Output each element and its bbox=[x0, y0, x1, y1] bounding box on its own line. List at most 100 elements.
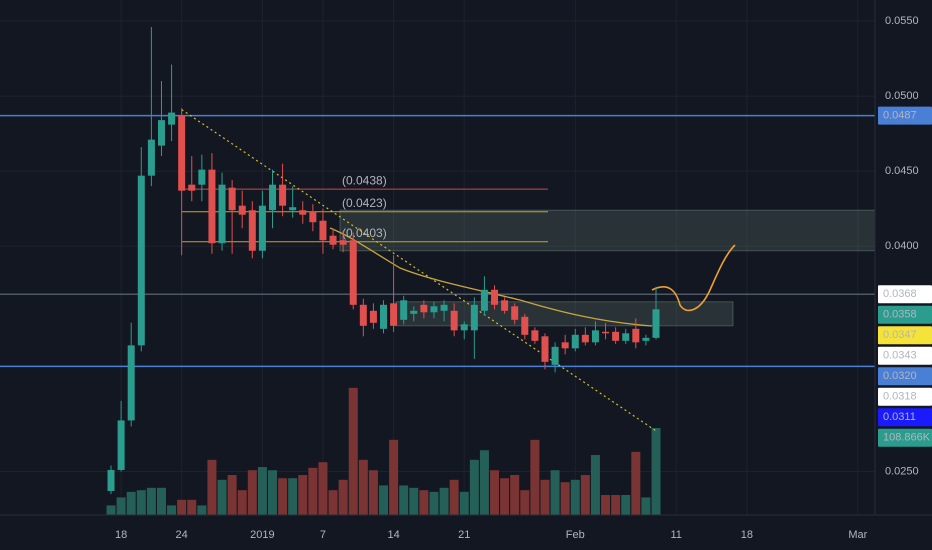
candle-body bbox=[642, 337, 650, 341]
price-tag bbox=[878, 428, 932, 447]
x-tick-label: 21 bbox=[458, 529, 470, 541]
candle-body bbox=[551, 346, 559, 365]
volume-bar bbox=[187, 499, 197, 515]
volume-bar bbox=[207, 459, 217, 515]
volume-bar bbox=[601, 495, 611, 515]
price-tag-label: 0.0487 bbox=[883, 110, 917, 122]
candle-body bbox=[602, 331, 610, 334]
volume-bar bbox=[177, 499, 187, 515]
candle-body bbox=[420, 304, 428, 313]
candle-body bbox=[470, 304, 478, 331]
volume-bar bbox=[358, 459, 368, 515]
volume-bar bbox=[288, 478, 298, 515]
volume-bar bbox=[510, 475, 520, 515]
candle-body bbox=[208, 169, 216, 244]
volume-bar bbox=[530, 439, 540, 515]
candle-body bbox=[339, 240, 347, 245]
candle-body bbox=[198, 169, 206, 185]
candle-body bbox=[319, 220, 327, 241]
volume-bar bbox=[227, 475, 237, 515]
candle-body bbox=[440, 304, 448, 311]
candle-body bbox=[127, 345, 135, 421]
candle-body bbox=[622, 333, 630, 341]
price-tag bbox=[878, 305, 932, 324]
volume-bar bbox=[348, 387, 358, 515]
volume-bar bbox=[621, 495, 631, 515]
volume-bar bbox=[419, 490, 429, 515]
y-tick-label: 0.0550 bbox=[885, 15, 919, 27]
volume-bar bbox=[106, 505, 116, 515]
candle-body bbox=[238, 205, 246, 215]
volume-bar bbox=[328, 490, 338, 515]
volume-bar bbox=[490, 470, 500, 515]
volume-bar bbox=[641, 497, 651, 515]
price-tag-label: 0.0320 bbox=[883, 370, 917, 382]
volume-bar bbox=[540, 479, 550, 515]
volume-bar bbox=[368, 470, 378, 515]
candle-body bbox=[147, 139, 155, 176]
volume-bar bbox=[500, 478, 510, 515]
volume-bar bbox=[429, 491, 439, 515]
candle-body bbox=[380, 304, 388, 329]
volume-bar bbox=[459, 491, 469, 515]
price-tag bbox=[878, 387, 932, 406]
volume-bar bbox=[278, 478, 288, 515]
candle-body bbox=[612, 331, 620, 341]
moving-average bbox=[329, 227, 653, 327]
price-tag-label: 0.0311 bbox=[883, 411, 916, 423]
volume-bar bbox=[439, 487, 449, 515]
candle-body bbox=[349, 240, 357, 305]
volume-bar bbox=[590, 455, 600, 515]
y-tick-label: 0.0450 bbox=[885, 165, 919, 177]
price-tag-label: 0.0347 bbox=[883, 329, 917, 341]
candle-body bbox=[450, 310, 458, 331]
candle-body bbox=[228, 187, 236, 211]
projection-curve bbox=[651, 244, 736, 312]
volume-bar bbox=[560, 482, 570, 515]
candle-body bbox=[652, 309, 660, 338]
volume-bar bbox=[409, 487, 419, 515]
candle-body bbox=[279, 184, 287, 206]
fib-label: (0.0423) bbox=[342, 196, 387, 210]
volume-bar bbox=[389, 439, 399, 515]
volume-bar bbox=[550, 470, 560, 515]
trendline bbox=[181, 109, 657, 432]
candle-body bbox=[581, 334, 589, 343]
price-tag bbox=[878, 367, 932, 386]
price-tag bbox=[878, 408, 932, 427]
price-tag bbox=[878, 346, 932, 365]
volume-bar bbox=[318, 462, 328, 515]
volume-bar bbox=[156, 487, 166, 515]
candle-body bbox=[521, 316, 529, 335]
candle-body bbox=[137, 175, 145, 346]
candle-body bbox=[248, 210, 256, 251]
x-tick-label: 18 bbox=[115, 529, 127, 541]
volume-bar bbox=[611, 495, 621, 515]
price-tag bbox=[878, 285, 932, 304]
volume-bar bbox=[257, 467, 267, 515]
x-tick-label: 7 bbox=[320, 529, 326, 541]
price-tag-label: 108.866K bbox=[883, 432, 931, 444]
volume-bar bbox=[379, 485, 389, 515]
candle-body bbox=[561, 342, 569, 349]
candle-body bbox=[117, 420, 125, 470]
zone bbox=[339, 209, 876, 252]
volume-bar bbox=[469, 459, 479, 515]
volume-bar bbox=[479, 450, 489, 515]
candle-body bbox=[632, 328, 640, 343]
candle-body bbox=[157, 120, 165, 146]
candle-body bbox=[400, 300, 408, 320]
volume-bar bbox=[308, 467, 318, 515]
candle-body bbox=[511, 306, 519, 320]
candle-body bbox=[359, 304, 367, 326]
price-tag-label: 0.0343 bbox=[883, 350, 917, 362]
candle-body bbox=[369, 310, 377, 323]
volume-bar bbox=[146, 487, 156, 515]
candle-body bbox=[258, 205, 266, 251]
candle-body bbox=[501, 300, 509, 311]
candle-body bbox=[268, 184, 276, 211]
x-tick-label: Mar bbox=[848, 529, 867, 541]
